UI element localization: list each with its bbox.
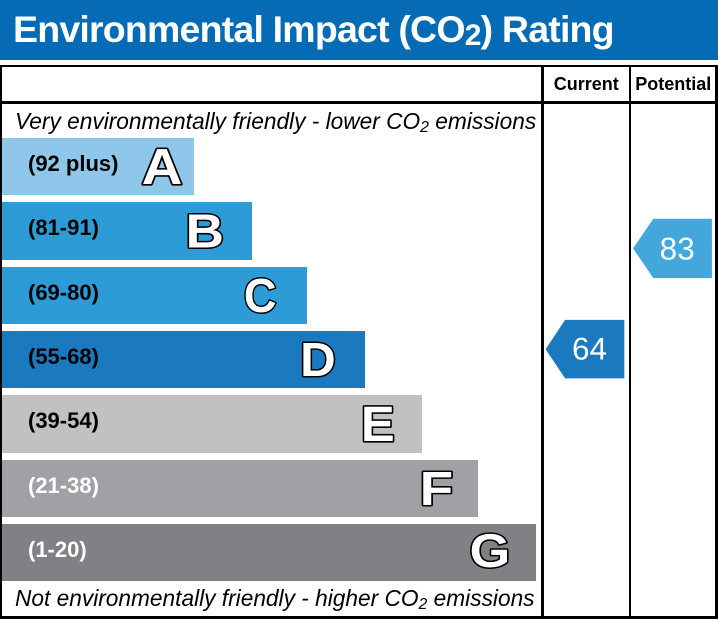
svg-text:G: G [470,523,511,577]
svg-text:83: 83 [660,230,695,266]
svg-text:64: 64 [572,331,607,367]
svg-text:F: F [420,461,454,515]
svg-text:D: D [300,332,336,386]
svg-text:B: B [186,204,224,258]
svg-text:A: A [142,138,183,195]
svg-text:E: E [361,395,395,451]
svg-text:C: C [244,268,277,322]
